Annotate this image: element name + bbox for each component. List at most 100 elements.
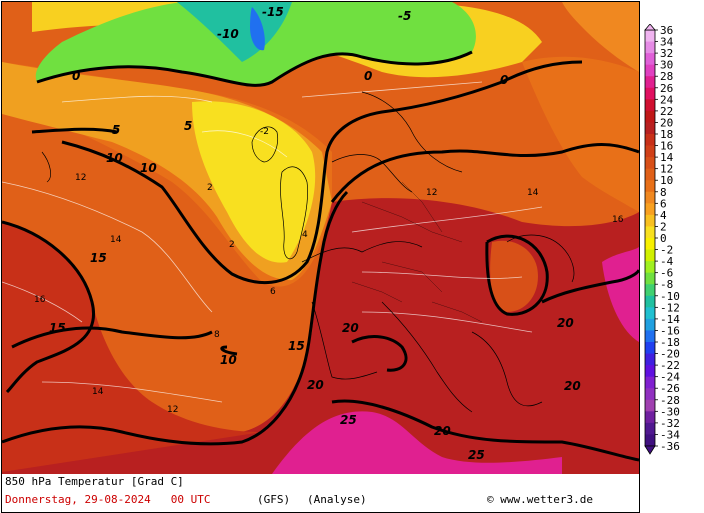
contour-label: 25 (468, 448, 485, 462)
warm-spot-15 (490, 240, 538, 312)
value-label: 12 (167, 405, 178, 415)
value-label: -2 (260, 127, 269, 137)
scale-tick-label: -34 (660, 428, 680, 441)
color-scale-legend: 36 34 32 30 28 26 24 22 20 18 16 14 12 10 8 6 4 2 0 -2 -4 -6-… (640, 24, 704, 456)
color-swatch (645, 168, 655, 181)
color-swatch (645, 365, 655, 378)
scale-tick-label: -4 (660, 255, 674, 268)
color-swatch (645, 157, 655, 170)
color-swatch (645, 342, 655, 354)
time-text: 00 UTC (170, 493, 211, 506)
value-label: 4 (302, 230, 308, 240)
scale-tick-label: 30 (660, 59, 673, 72)
scale-tick-label: -10 (660, 290, 680, 303)
color-swatch (645, 99, 655, 112)
contour-label: 25 (340, 413, 357, 427)
color-swatch (645, 110, 655, 123)
model-label: (GFS) (257, 493, 291, 506)
color-swatch (645, 330, 655, 343)
contour-label: 5 (112, 123, 120, 137)
color-swatch (645, 261, 655, 274)
color-swatch (645, 307, 655, 320)
color-swatch (645, 180, 655, 193)
scale-tick-label: 10 (660, 174, 673, 187)
color-swatch (645, 399, 655, 412)
valid-date: Donnerstag, 29-08-2024 00 UTC (5, 493, 210, 506)
scale-tick-label: 20 (660, 116, 673, 129)
color-swatch (645, 272, 655, 285)
cold-region-minus10 (250, 7, 265, 51)
hot-region-25-east (602, 247, 639, 342)
scale-tick-label: 32 (660, 47, 673, 60)
contour-label: 20 (557, 316, 574, 330)
color-swatch (645, 145, 655, 158)
scale-tick-label: -18 (660, 336, 680, 349)
contour-labels-thin: 12 14 16 12 14 8 6 4 2 -2 2 14 16 12 (34, 127, 624, 415)
color-swatch (645, 226, 655, 239)
color-swatch (645, 64, 655, 77)
color-swatch (645, 203, 655, 216)
contour-label: 0 (364, 69, 372, 83)
contour-label: 0 (72, 69, 80, 83)
hot-region-25-south (272, 411, 562, 474)
scale-tick-label: 26 (660, 82, 673, 95)
color-swatch (645, 353, 655, 366)
country-borders (351, 181, 483, 323)
map-title: 850 hPa Temperatur [Grad C] (5, 475, 184, 488)
scale-tick-label: -24 (660, 371, 680, 384)
value-label: 16 (34, 295, 46, 305)
scale-tick-label: 4 (660, 209, 667, 222)
value-label: 2 (229, 240, 235, 250)
isotherms-bold (2, 50, 639, 462)
contour-label: -15 (262, 5, 284, 19)
contour-label: 10 (140, 161, 157, 175)
cool-region-2 (192, 101, 316, 263)
scale-tick-label: 22 (660, 105, 673, 118)
scale-tick-label: -36 (660, 440, 680, 453)
color-swatch (645, 434, 655, 447)
color-swatch (645, 422, 655, 435)
color-swatch (645, 376, 655, 389)
value-label: 6 (270, 287, 276, 297)
scale-tick-label: -32 (660, 417, 680, 430)
color-swatch (645, 53, 655, 66)
contour-label: 0 (500, 73, 508, 87)
mid-region-ne-top (562, 2, 639, 72)
color-swatch (645, 284, 655, 297)
scale-tick-label: -12 (660, 301, 680, 314)
scale-tick-label: 36 (660, 24, 673, 37)
scale-tick-label: -22 (660, 359, 680, 372)
scale-tick-label: -28 (660, 394, 680, 407)
scale-tick-label: 0 (660, 232, 667, 245)
contour-label: 15 (288, 339, 305, 353)
color-swatch (645, 76, 655, 89)
color-scale-bar: 363432302826242220181614121086420-2-4-6-… (644, 24, 680, 455)
contour-label: 5 (184, 119, 192, 133)
color-scale-arrow-top (644, 24, 656, 31)
color-swatch (645, 249, 655, 262)
isotherms-thin (2, 81, 543, 403)
value-label: 2 (207, 183, 213, 193)
scale-tick-label: -30 (660, 405, 680, 418)
coastlines (41, 91, 575, 413)
color-swatch (645, 87, 655, 100)
color-swatch (645, 238, 655, 250)
contour-label: 20 (434, 424, 451, 438)
contour-label: 15 (90, 251, 107, 265)
scale-tick-label: -8 (660, 278, 673, 291)
scale-tick-label: -6 (660, 267, 673, 280)
value-label: 14 (92, 387, 104, 397)
scale-tick-label: 12 (660, 163, 673, 176)
scale-tick-label: -16 (660, 324, 680, 337)
value-label: 14 (527, 188, 539, 198)
color-swatch (645, 30, 655, 42)
scale-tick-label: 2 (660, 220, 667, 233)
color-swatch (645, 318, 655, 331)
run-type-label: (Analyse) (307, 493, 367, 506)
contour-label: 10 (220, 353, 237, 367)
credit-link[interactable]: © www.wetter3.de (487, 493, 593, 506)
color-swatch (645, 134, 655, 146)
color-swatch (645, 122, 655, 135)
color-swatch (645, 191, 655, 204)
scale-tick-label: -20 (660, 348, 680, 361)
